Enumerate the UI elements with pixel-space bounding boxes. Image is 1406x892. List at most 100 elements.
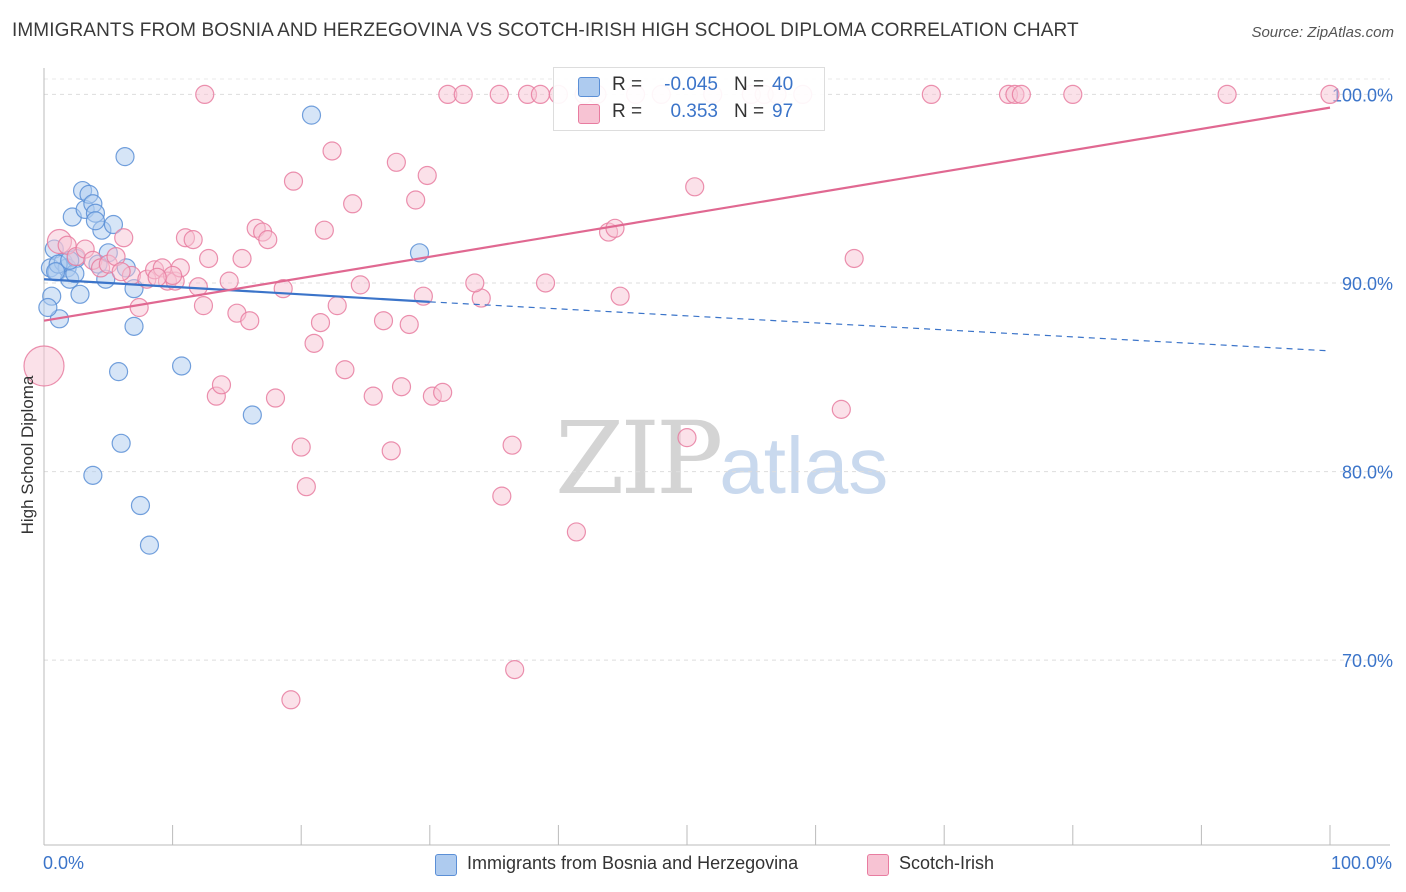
scotch-irish-point	[363, 386, 383, 406]
r-label: R =	[612, 74, 643, 95]
scotch-irish-point	[240, 311, 260, 331]
scotch-irish-point	[310, 312, 331, 333]
scotch-irish-point	[489, 84, 509, 105]
stats-row-scotch-irish: R = 0.353 N = 97	[554, 100, 824, 126]
bosnia-point	[242, 405, 262, 425]
scotch-irish-point	[465, 273, 485, 293]
bosnia-point	[115, 147, 135, 167]
scotch-irish-point	[1320, 84, 1340, 105]
scotch-irish-point	[304, 333, 324, 353]
r-label: R =	[612, 101, 643, 122]
scotch-irish-point	[831, 399, 851, 419]
r-value: -0.045	[664, 74, 718, 95]
n-label: N =	[734, 101, 765, 122]
series-legend: Immigrants from Bosnia and Herzegovina S…	[0, 852, 1406, 878]
bosnia-point	[83, 465, 103, 485]
scotch-irish-point	[373, 311, 394, 331]
scotch-irish-point	[610, 286, 630, 306]
scotch-irish-point	[211, 375, 232, 395]
scotch-irish-point	[921, 84, 941, 105]
legend-swatch-blue	[435, 854, 457, 876]
scotch-irish-point	[1063, 84, 1083, 105]
scotch-irish-point	[1217, 84, 1237, 105]
scotch-irish-point	[335, 360, 355, 380]
bosnia-point	[130, 495, 151, 516]
scotch-irish-point	[502, 435, 522, 455]
scotch-irish-point	[1011, 84, 1031, 105]
scotch-irish-point	[219, 271, 239, 291]
n-value: 97	[772, 101, 794, 122]
bosnia-point	[111, 433, 131, 453]
scotch-irish-point	[114, 228, 134, 248]
scotch-irish-trend-line	[43, 106, 1331, 322]
scotch-irish-point	[296, 477, 316, 497]
scotch-irish-point	[391, 377, 412, 397]
legend-label: Scotch-Irish	[899, 853, 995, 873]
scotch-irish-point	[505, 660, 525, 680]
bosnia-point	[301, 105, 322, 125]
scotch-irish-point	[199, 248, 219, 269]
bosnia-point	[103, 214, 124, 235]
stats-row-bosnia: R = -0.045 N = 40	[554, 73, 824, 99]
x-tick-label-min: 0.0%	[43, 853, 85, 873]
scotch-irish-point	[23, 345, 65, 387]
scotch-irish-point	[433, 382, 453, 402]
scotch-irish-point	[291, 437, 311, 457]
scotch-irish-point	[258, 230, 278, 250]
bosnia-point	[172, 356, 192, 376]
scotch-irish-point	[605, 218, 625, 238]
scotch-irish-point	[381, 441, 401, 461]
legend-swatch-pink	[578, 104, 600, 124]
scotch-irish-point	[530, 84, 550, 105]
bosnia-point	[139, 535, 160, 555]
watermark-zip: ZIP	[555, 400, 723, 517]
y-tick-label: 80.0%	[1342, 463, 1393, 483]
bosnia-trend-extension	[429, 301, 1331, 352]
scotch-irish-point	[314, 220, 334, 240]
scotch-irish-point	[147, 267, 167, 287]
scotch-irish-point	[195, 84, 215, 105]
scotch-irish-point	[566, 522, 587, 542]
y-tick-label: 100.0%	[1332, 85, 1393, 105]
stats-legend: R = -0.045 N = 40 R = 0.353 N = 97	[553, 67, 825, 131]
scotch-irish-point	[350, 275, 370, 295]
bosnia-point	[108, 362, 129, 382]
legend-swatch-blue	[578, 77, 600, 97]
scotch-irish-point	[265, 388, 286, 408]
chart-title: IMMIGRANTS FROM BOSNIA AND HERZEGOVINA V…	[12, 20, 1079, 41]
y-tick-label: 90.0%	[1342, 274, 1393, 294]
y-tick-label: 70.0%	[1342, 651, 1393, 671]
bosnia-trend-line	[43, 278, 430, 303]
y-axis-title: High School Diploma	[18, 375, 37, 535]
bosnia-point	[38, 297, 58, 318]
scotch-irish-point	[677, 428, 697, 448]
scotch-irish-point	[327, 296, 347, 316]
scotch-irish-point	[685, 177, 705, 197]
scotch-irish-point	[129, 297, 149, 318]
scotch-irish-point	[232, 248, 252, 269]
scotch-irish-point	[492, 486, 512, 506]
watermark: ZIPatlas	[555, 400, 888, 517]
n-label: N =	[734, 74, 765, 95]
x-tick-label-max: 100.0%	[1330, 853, 1392, 873]
scotch-irish-point	[343, 194, 363, 214]
scotch-irish-point	[406, 190, 426, 210]
n-value: 40	[772, 74, 794, 95]
r-value: 0.353	[670, 101, 718, 122]
bosnia-point	[85, 211, 106, 231]
legend-swatch-pink	[867, 854, 889, 876]
scotch-irish-point	[283, 171, 304, 191]
scotch-irish-point	[453, 84, 473, 105]
scotch-irish-point	[535, 273, 556, 293]
bosnia-point	[124, 316, 144, 336]
bosnia-point	[70, 284, 90, 304]
scotch-irish-point	[417, 165, 437, 186]
watermark-atlas: atlas	[719, 421, 889, 510]
scotch-irish-point	[193, 296, 214, 316]
scotch-irish-point	[399, 314, 419, 335]
scotch-irish-point	[111, 262, 131, 282]
scotch-irish-point	[281, 690, 301, 710]
source-label[interactable]: Source: ZipAtlas.com	[1251, 24, 1394, 41]
scotch-irish-point	[844, 248, 864, 269]
